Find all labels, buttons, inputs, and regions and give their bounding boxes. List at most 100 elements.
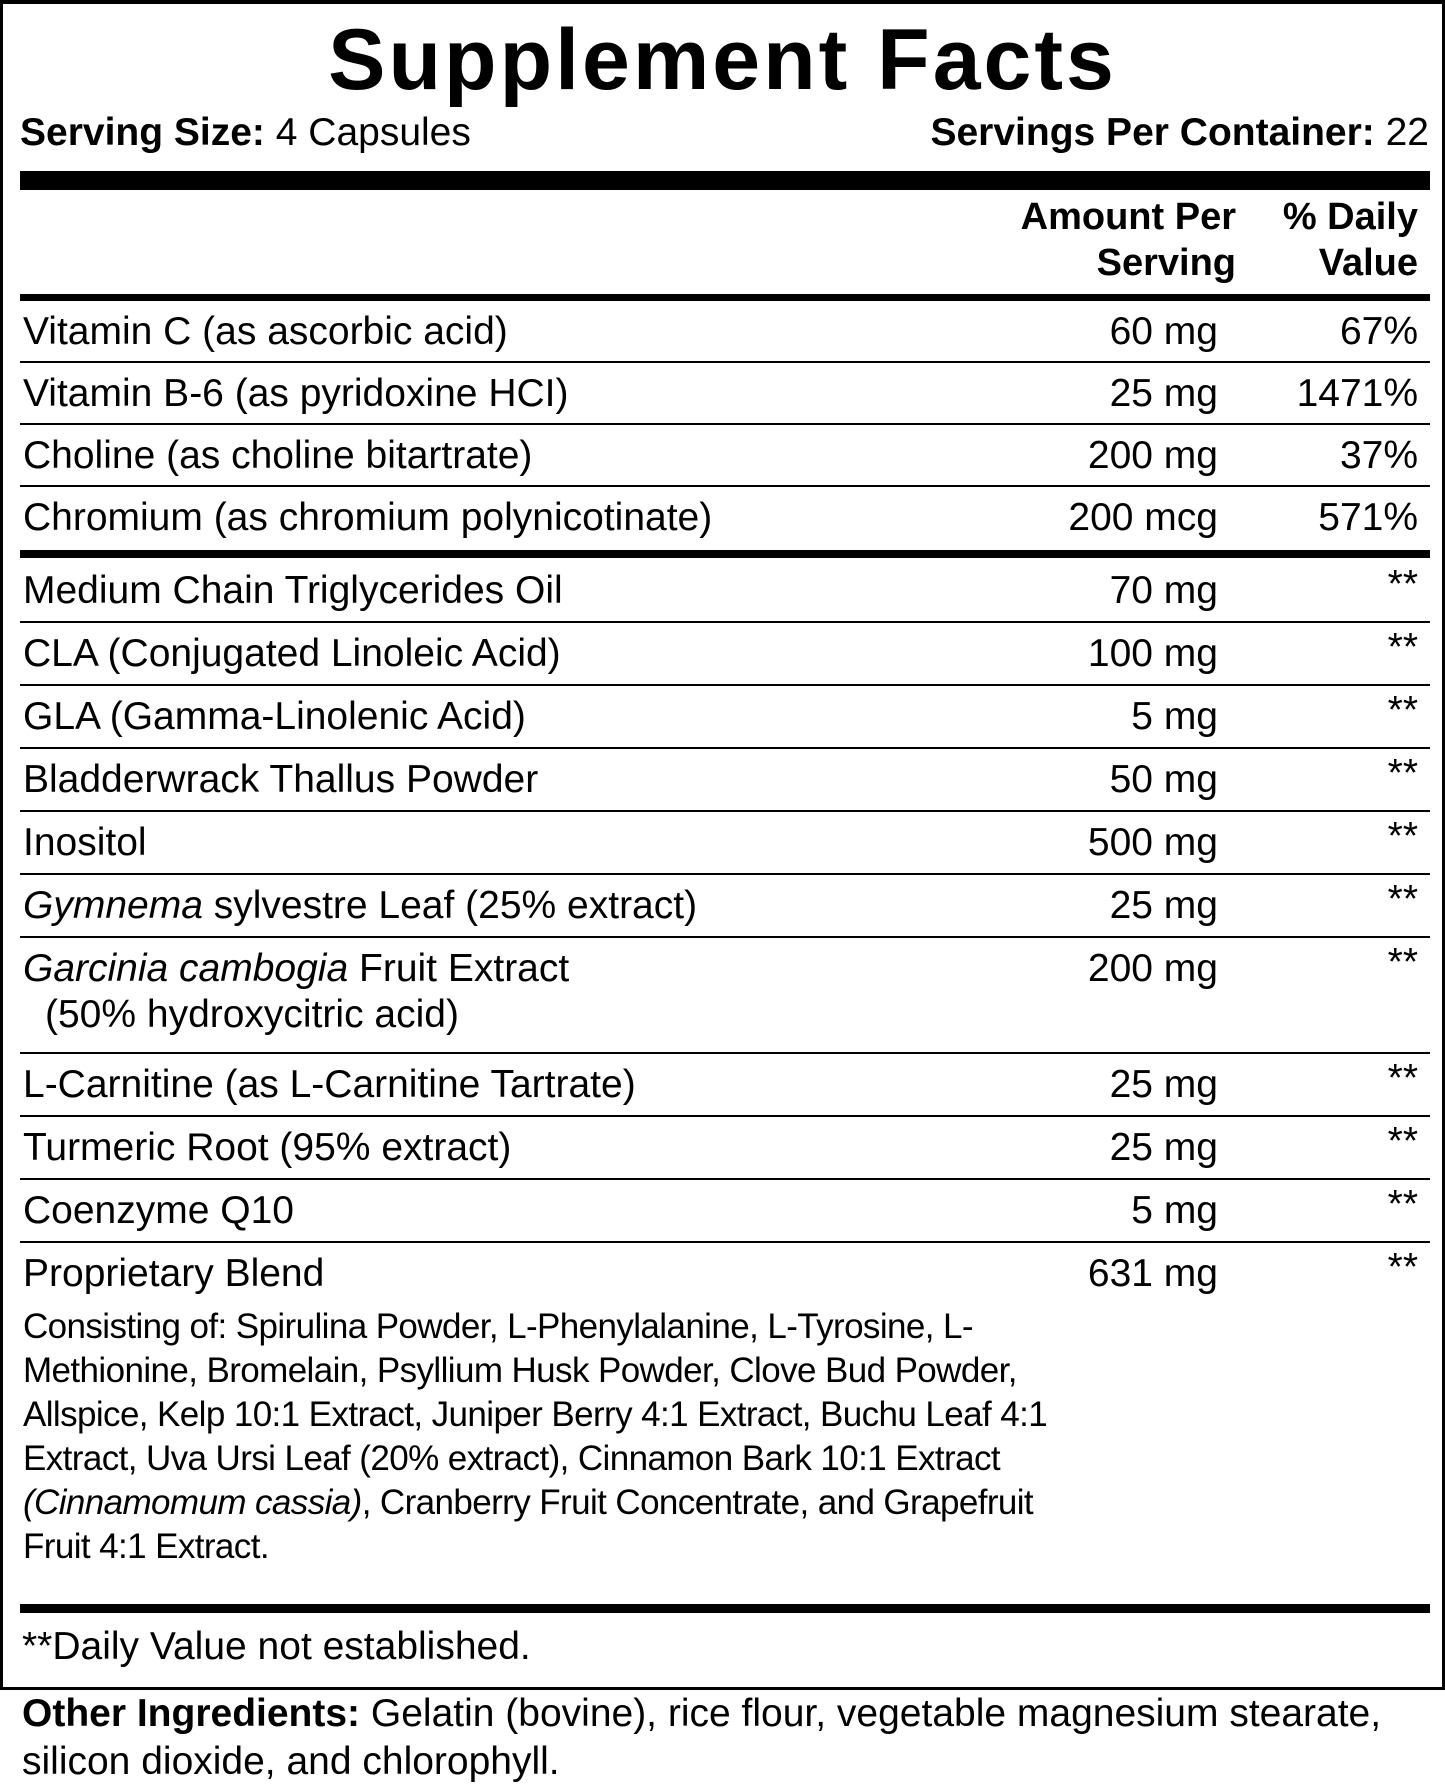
nutrient-row: Vitamin C (as ascorbic acid) 60 mg 67% (20, 301, 1430, 363)
medium-divider (20, 550, 1430, 558)
blend-ingredients: Consisting of: Spirulina Powder, L-Pheny… (23, 1305, 1083, 1569)
nutrient-name: Chromium (as chromium polynicotinate) (23, 495, 1023, 541)
nutrient-row: Chromium (as chromium polynicotinate) 200… (20, 487, 1430, 549)
nutrient-name: Turmeric Root (95% extract) (23, 1125, 1023, 1171)
daily-value: ** (1387, 1120, 1418, 1163)
amount-per-serving: 200 mg (1087, 434, 1218, 477)
header-line: Serving (1096, 242, 1236, 284)
footnote: **Daily Value not established. (22, 1625, 531, 1668)
amount-per-serving-header: Amount Per Serving (1021, 194, 1236, 286)
daily-value: 37% (1339, 434, 1418, 477)
serving-size: Serving Size: 4 Capsules (20, 110, 471, 156)
panel-title: Supplement Facts (328, 12, 1117, 108)
amount-per-serving: 25 mg (1109, 884, 1218, 927)
amount-per-serving: 200 mg (1087, 947, 1218, 990)
daily-value: ** (1387, 563, 1418, 606)
amount-per-serving: 70 mg (1109, 569, 1218, 612)
other-ingredients: Other Ingredients: Gelatin (bovine), ric… (22, 1690, 1432, 1786)
daily-value: ** (1387, 815, 1418, 858)
supplement-facts-panel (0, 0, 1445, 1690)
nutrient-row: Turmeric Root (95% extract) 25 mg ** (20, 1117, 1430, 1180)
nutrient-subtext: (50% hydroxycitric acid) (45, 993, 459, 1036)
nutrient-name: Bladderwrack Thallus Powder (23, 757, 1023, 803)
nutrient-name: Garcinia cambogia Fruit Extract (23, 946, 1023, 992)
text-segment: sylvestre Leaf (25% extract) (202, 884, 698, 927)
header-line: Value (1318, 242, 1418, 284)
amount-per-serving: 500 mg (1087, 821, 1218, 864)
daily-value: 67% (1339, 310, 1418, 353)
other-ingredients-label: Other Ingredients: (22, 1692, 361, 1735)
thick-divider (20, 1604, 1430, 1613)
servings-per-container-label: Servings Per Container: (930, 111, 1375, 154)
vitamin-rows: Vitamin C (as ascorbic acid) 60 mg 67% Vita… (20, 301, 1430, 549)
nutrient-name: Coenzyme Q10 (23, 1188, 1023, 1234)
nutrient-row: Garcinia cambogia Fruit Extract (50% hydr… (20, 938, 1430, 1054)
column-header: Amount Per Serving % Daily Value (20, 190, 1418, 290)
italic-text: Garcinia cambogia (23, 947, 349, 990)
italic-text: (Cinnamomum cassia) (23, 1483, 362, 1522)
text-segment: Medium Chain Triglycerides Oil (23, 569, 563, 612)
nutrient-row: Proprietary Blend Consisting of: Spirulin… (20, 1243, 1430, 1577)
thick-divider (20, 171, 1430, 190)
nutrient-row: L-Carnitine (as L-Carnitine Tartrate) 25 … (20, 1054, 1430, 1117)
amount-per-serving: 5 mg (1131, 1189, 1218, 1232)
text-segment: Vitamin C (as ascorbic acid) (23, 310, 508, 353)
nutrient-row: Vitamin B-6 (as pyridoxine HCI) 25 mg 1471… (20, 363, 1430, 425)
text-segment: , Cranberry Fruit Concentrate, and Grape… (23, 1483, 1034, 1566)
daily-value: 1471% (1296, 372, 1418, 415)
text-segment: Inositol (23, 821, 147, 864)
text-segment: Proprietary Blend (23, 1252, 325, 1295)
text-segment: Turmeric Root (95% extract) (23, 1126, 512, 1169)
servings-per-container-value: 22 (1374, 111, 1429, 154)
nutrient-name: Vitamin C (as ascorbic acid) (23, 309, 1023, 355)
amount-per-serving: 50 mg (1109, 758, 1218, 801)
nutrient-name: Medium Chain Triglycerides Oil (23, 568, 1023, 614)
header-line: Amount Per (1020, 196, 1236, 238)
daily-value: ** (1387, 1246, 1418, 1289)
daily-value: ** (1387, 1057, 1418, 1100)
amount-per-serving: 25 mg (1109, 372, 1218, 415)
nutrient-row: GLA (Gamma-Linolenic Acid) 5 mg ** (20, 686, 1430, 749)
servings-per-container: Servings Per Container: 22 (930, 110, 1429, 156)
amount-per-serving: 60 mg (1109, 310, 1218, 353)
nutrient-row: Gymnema sylvestre Leaf (25% extract) 25 m… (20, 875, 1430, 938)
nutrient-name: Inositol (23, 820, 1023, 866)
text-segment: Consisting of: Spirulina Powder, L-Pheny… (23, 1307, 1048, 1478)
daily-value: ** (1387, 626, 1418, 669)
text-segment: Bladderwrack Thallus Powder (23, 758, 539, 801)
nutrient-row: Choline (as choline bitartrate) 200 mg 37% (20, 425, 1430, 487)
amount-per-serving: 200 mcg (1068, 496, 1218, 539)
daily-value: ** (1387, 1183, 1418, 1226)
nutrient-name: CLA (Conjugated Linoleic Acid) (23, 631, 1023, 677)
text-segment: Choline (as choline bitartrate) (23, 434, 533, 477)
header-line: % Daily (1282, 196, 1418, 238)
daily-value: ** (1387, 878, 1418, 921)
other-ingredients-value: Gelatin (bovine), rice flour, vegetable … (22, 1692, 1382, 1783)
amount-per-serving: 100 mg (1087, 632, 1218, 675)
text-segment: CLA (Conjugated Linoleic Acid) (23, 632, 561, 675)
nutrient-name: Gymnema sylvestre Leaf (25% extract) (23, 883, 1023, 929)
serving-info: Serving Size: 4 Capsules Servings Per Co… (20, 110, 1429, 156)
nutrient-name: GLA (Gamma-Linolenic Acid) (23, 694, 1023, 740)
daily-value: ** (1387, 941, 1418, 984)
amount-per-serving: 25 mg (1109, 1063, 1218, 1106)
italic-text: Gymnema (23, 884, 203, 927)
text-segment: Vitamin B-6 (as pyridoxine HCI) (23, 372, 569, 415)
nutrient-name: Vitamin B-6 (as pyridoxine HCI) (23, 371, 1023, 417)
amount-per-serving: 25 mg (1109, 1126, 1218, 1169)
amount-per-serving: 631 mg (1087, 1252, 1218, 1295)
ingredient-rows: Medium Chain Triglycerides Oil 70 mg ** CLA… (20, 560, 1430, 1577)
nutrient-row: Inositol 500 mg ** (20, 812, 1430, 875)
nutrient-name: L-Carnitine (as L-Carnitine Tartrate) (23, 1062, 1023, 1108)
medium-divider (20, 294, 1430, 301)
nutrient-row: Medium Chain Triglycerides Oil 70 mg ** (20, 560, 1430, 623)
nutrient-row: Coenzyme Q10 5 mg ** (20, 1180, 1430, 1243)
text-segment: Chromium (as chromium polynicotinate) (23, 496, 713, 539)
nutrient-row: Bladderwrack Thallus Powder 50 mg ** (20, 749, 1430, 812)
nutrient-name: Choline (as choline bitartrate) (23, 433, 1023, 479)
serving-size-label: Serving Size: (20, 111, 265, 154)
daily-value: ** (1387, 752, 1418, 795)
daily-value: ** (1387, 689, 1418, 732)
nutrient-name: Proprietary Blend (23, 1251, 1023, 1297)
daily-value-header: % Daily Value (1283, 194, 1418, 286)
